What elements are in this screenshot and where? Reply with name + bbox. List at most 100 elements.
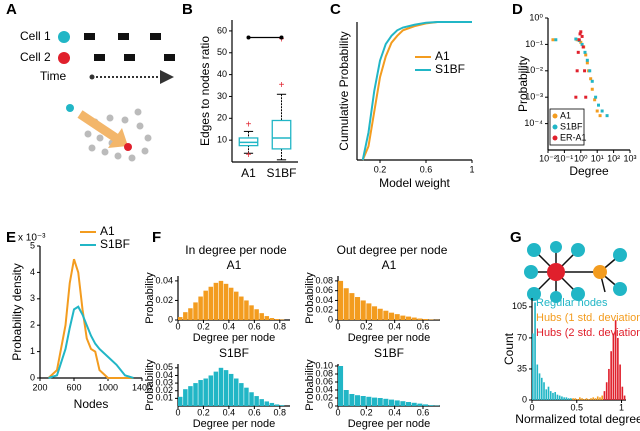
y-tick-label: 10⁻³	[525, 92, 543, 102]
bar	[372, 397, 378, 406]
panel-label: C	[330, 1, 341, 18]
bar	[203, 378, 208, 406]
y-tick-label: 35	[517, 363, 527, 373]
bar	[188, 386, 193, 406]
bar	[585, 398, 588, 400]
bar	[605, 382, 608, 400]
panel-label: G	[510, 229, 522, 246]
outlier: +	[246, 120, 252, 131]
bar	[198, 380, 203, 406]
y-tick-label: 0.08	[315, 368, 333, 378]
bar	[360, 396, 366, 406]
x-tick-label: 0	[175, 407, 180, 417]
bar	[540, 377, 543, 400]
panel-label: A	[6, 1, 17, 18]
y-tick-label: 0	[30, 372, 35, 382]
bar	[428, 405, 434, 406]
bar	[383, 310, 389, 320]
bar	[417, 318, 423, 320]
bar	[349, 293, 355, 320]
y-tick-label: 0.02	[315, 305, 333, 315]
bar	[269, 402, 275, 406]
line	[361, 21, 472, 161]
cell-label: Cell 1	[20, 29, 51, 43]
bar	[574, 398, 577, 400]
x-axis-label: Degree per node	[348, 418, 431, 430]
bar	[228, 373, 234, 406]
y-tick-label: 0.04	[315, 384, 333, 394]
x-tick-label: 0.4	[388, 407, 401, 417]
bar	[338, 366, 344, 406]
y-tick-label: 0.03	[155, 377, 173, 387]
group-title: In degree per node	[185, 243, 287, 257]
y-axis-label: Probability	[516, 56, 530, 112]
bar	[193, 302, 198, 320]
bar	[423, 319, 429, 320]
bar	[389, 312, 395, 320]
panel-label: D	[512, 1, 523, 18]
arrow	[77, 110, 119, 142]
x-tick-label: 0	[335, 407, 340, 417]
bar	[274, 319, 280, 320]
x-axis-label: Model weight	[379, 176, 450, 190]
point	[600, 109, 604, 113]
bar	[617, 337, 619, 400]
y-axis-label: Probability	[304, 272, 316, 324]
y-axis-label: Count	[502, 332, 516, 365]
bar	[543, 382, 545, 400]
arrow-head	[108, 128, 128, 148]
x-tick-label: 10⁰	[574, 153, 588, 163]
legend-label: A1	[435, 49, 450, 63]
bar	[203, 290, 208, 320]
bar	[213, 371, 219, 406]
bar	[377, 398, 383, 406]
bar	[218, 280, 224, 320]
x-axis-label: Nodes	[74, 397, 109, 411]
bar	[389, 399, 395, 406]
y-tick-label: 4	[30, 267, 35, 277]
x-axis-label: Degree per node	[193, 332, 276, 344]
bar	[556, 394, 559, 400]
arrow-head	[160, 70, 174, 84]
x-tick-label: 0.6	[248, 321, 261, 331]
bar	[259, 313, 264, 320]
y-axis-label: Edges to nodes ratio	[198, 36, 212, 146]
bar	[612, 333, 615, 400]
legend-label: S1BF	[100, 237, 130, 251]
bar	[406, 402, 412, 406]
bar	[234, 291, 239, 320]
bar	[360, 300, 366, 320]
bar	[608, 368, 610, 400]
point	[598, 114, 602, 118]
bar	[579, 397, 581, 400]
y-tick-label: 0.02	[155, 295, 173, 305]
legend-label: S1BF	[560, 121, 583, 131]
y-tick-label: 70	[517, 332, 527, 342]
bar	[244, 300, 249, 320]
bar	[603, 391, 606, 400]
bar	[183, 389, 188, 406]
y-axis-label: Probability density	[10, 263, 24, 360]
x-tick-label: 0	[335, 321, 340, 331]
bar	[599, 397, 601, 400]
y-tick-label: 0.04	[155, 275, 173, 285]
point	[581, 45, 585, 49]
bar	[228, 287, 234, 320]
point	[585, 61, 589, 65]
bar	[532, 333, 534, 400]
bar	[596, 396, 599, 400]
bar	[601, 395, 604, 400]
outlier: +	[279, 80, 285, 91]
bar	[249, 305, 254, 320]
cell-dot	[66, 104, 74, 112]
bar	[355, 395, 361, 406]
x-tick-label: 0.2	[197, 321, 210, 331]
spike	[124, 54, 135, 61]
bar	[259, 399, 264, 406]
bar	[565, 397, 568, 400]
x-tick-label: 0.8	[274, 407, 287, 417]
point	[580, 42, 584, 46]
panel-label: B	[182, 1, 193, 18]
bar	[366, 396, 372, 406]
